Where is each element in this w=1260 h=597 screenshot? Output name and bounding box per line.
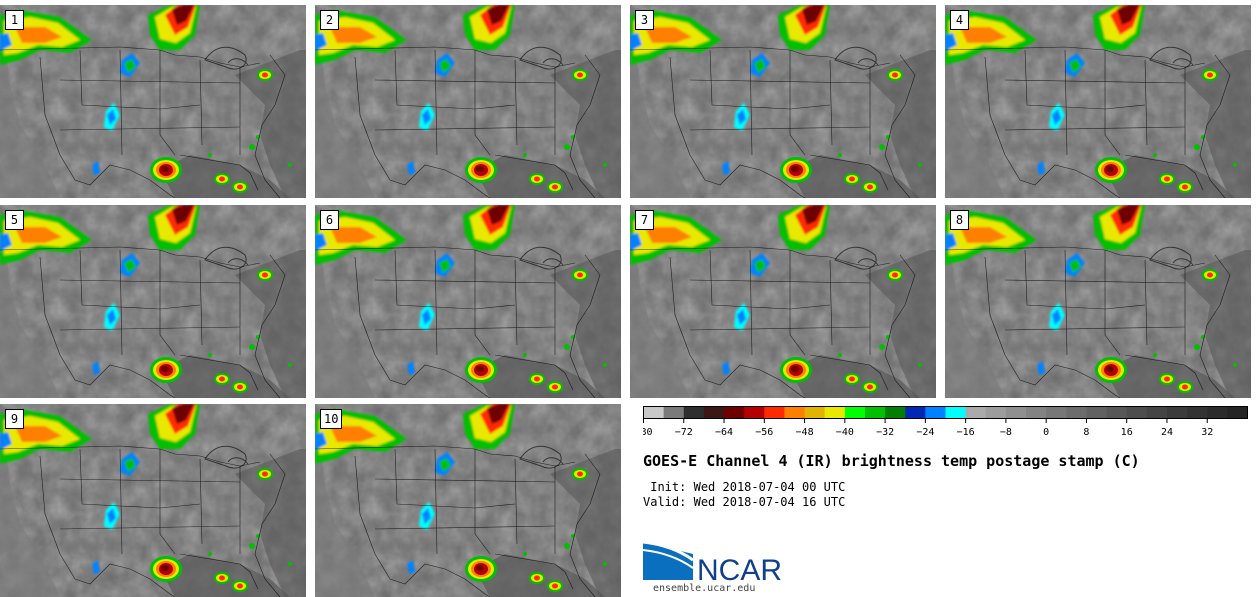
satellite-map [945,5,1251,198]
panel-number: 8 [950,210,969,230]
colorbar-swatch [764,406,785,419]
panel-number: 6 [320,210,339,230]
colorbar-swatch [663,406,685,419]
colorbar-tick-label: 0 [1043,427,1049,438]
colorbar-tick-label: −16 [957,427,975,438]
panel-number: 5 [5,210,24,230]
satellite-map [630,5,936,198]
satellite-map [315,404,621,597]
colorbar-swatch [824,406,846,419]
satellite-map [0,205,306,398]
stamp-panel: 2 [315,5,621,198]
colorbar-swatch [1126,406,1148,419]
panel-number: 10 [320,409,343,429]
colorbar-swatch [1005,406,1027,419]
colorbar-swatch [965,406,987,419]
init-label: Init: [643,480,687,494]
colorbar-tick-label: 24 [1161,427,1173,438]
colorbar-swatch [724,406,745,419]
panel-number: 9 [5,409,24,429]
colorbar-tick-label: 16 [1121,427,1133,438]
valid-label: Valid: [643,495,687,509]
colorbar-swatch [804,406,826,419]
valid-value: Wed 2018-07-04 16 UTC [693,495,846,509]
colorbar-tick-label: −64 [715,427,733,438]
colorbar-tick-label: 32 [1201,427,1213,438]
colorbar-swatch [703,406,725,419]
colorbar-swatch [1207,406,1228,419]
colorbar-frame [643,406,1248,419]
satellite-map [315,5,621,198]
stamp-panel: 5 [0,205,306,398]
colorbar-swatch [1086,406,1107,419]
colorbar-swatch [1066,406,1087,419]
colorbar-tick-label: −40 [836,427,854,438]
colorbar-swatches [643,406,1248,419]
colorbar-swatch [683,406,705,419]
site-url: ensemble.ucar.edu [653,583,756,594]
colorbar-tick-label: −80 [643,427,653,438]
colorbar-swatch [1026,406,1047,419]
colorbar-swatch [985,406,1007,419]
panel-number: 3 [635,10,654,30]
ncar-logo: NCAR [643,540,782,584]
stamp-panel: 1 [0,5,306,198]
colorbar-swatch [945,406,967,419]
stamp-panel: 10 [315,404,621,597]
colorbar-swatch [1046,406,1067,419]
panel-number: 7 [635,210,654,230]
satellite-map [315,205,621,398]
colorbar-swatch [844,406,866,419]
colorbar-swatch [905,406,926,419]
ncar-logo-text: NCAR [697,554,782,584]
valid-time: Valid: Wed 2018-07-04 16 UTC [643,495,845,509]
plot-title: GOES-E Channel 4 (IR) brightness temp po… [643,452,1140,470]
colorbar-swatch [1187,406,1208,419]
panel-number: 1 [5,10,24,30]
stamp-panel: 6 [315,205,621,398]
colorbar-tick-label: 8 [1083,427,1089,438]
colorbar-swatch [744,406,765,419]
colorbar-swatch [1106,406,1128,419]
colorbar-swatch [1146,406,1168,419]
panel-number: 4 [950,10,969,30]
colorbar-swatch [1227,406,1248,419]
colorbar-swatch [864,406,886,419]
colorbar-swatch [784,406,805,419]
colorbar-tick-label: −72 [675,427,693,438]
colorbar-tick-label: −56 [755,427,773,438]
colorbar-tick-label: −24 [916,427,934,438]
satellite-map [0,5,306,198]
stamp-panel: 3 [630,5,936,198]
colorbar-tick-label: −32 [876,427,894,438]
stamp-panel: 9 [0,404,306,597]
colorbar-swatch [925,406,946,419]
stamp-panel: 7 [630,205,936,398]
satellite-map [945,205,1251,398]
satellite-map [630,205,936,398]
satellite-map [0,404,306,597]
colorbar-tick-label: −8 [1000,427,1012,438]
panel-number: 2 [320,10,339,30]
colorbar-swatch [643,406,665,419]
stamp-panel: 4 [945,5,1251,198]
stamp-panel: 8 [945,205,1251,398]
colorbar-swatch [885,406,906,419]
init-time: Init: Wed 2018-07-04 00 UTC [643,480,845,494]
init-value: Wed 2018-07-04 00 UTC [693,480,846,494]
colorbar-swatch [1166,406,1188,419]
colorbar-tick-label: −48 [796,427,814,438]
